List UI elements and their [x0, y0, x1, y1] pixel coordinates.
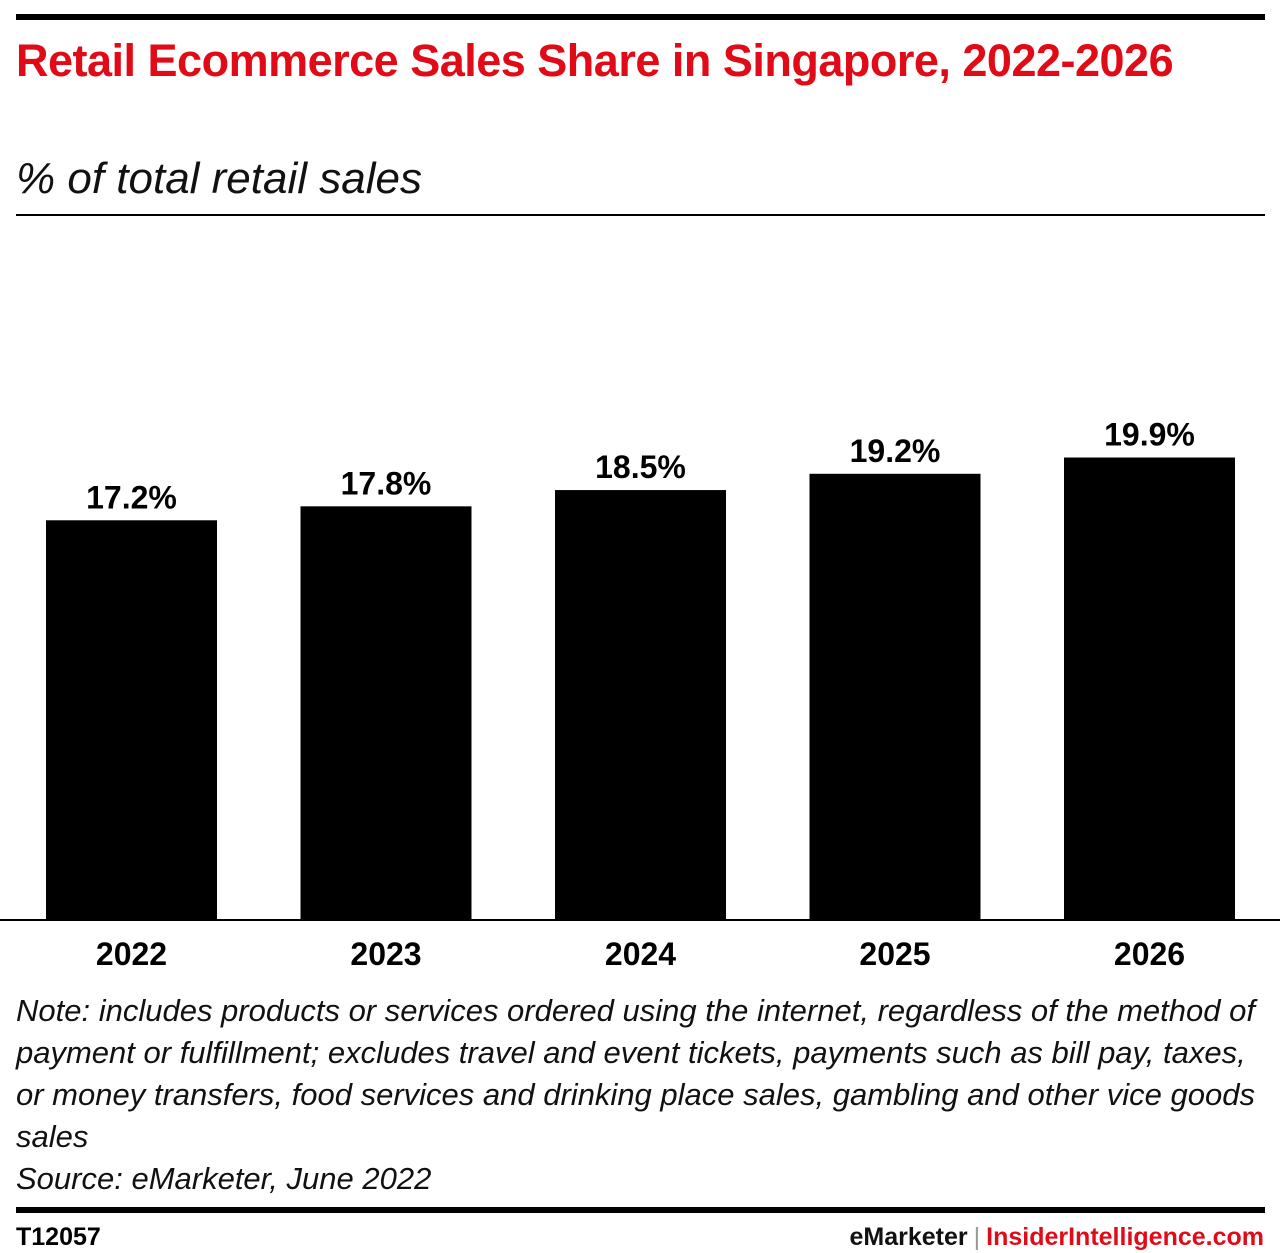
x-tick-label-2022: 2022 [96, 936, 167, 972]
bars-layer [46, 457, 1235, 920]
x-tick-label-2023: 2023 [350, 936, 421, 972]
chart-id: T12057 [16, 1223, 101, 1251]
value-label-2025: 19.2% [850, 433, 941, 469]
value-labels-layer: 17.2% 17.8% 18.5% 19.2% 19.9% [86, 417, 1195, 516]
bar-2023 [300, 506, 472, 920]
chart-subtitle: % of total retail sales [16, 154, 422, 203]
x-tick-labels-layer: 2022 2023 2024 2025 2026 [96, 936, 1185, 972]
footnote: Note: includes products or services orde… [16, 993, 1255, 1154]
footer-rule [16, 1207, 1265, 1213]
bar-2026 [1064, 457, 1235, 920]
chart-title: Retail Ecommerce Sales Share in Singapor… [16, 35, 1174, 86]
value-label-2024: 18.5% [595, 449, 686, 485]
bar-2022 [46, 520, 217, 920]
x-tick-label-2024: 2024 [605, 936, 676, 972]
brand-emarketer: eMarketer [849, 1223, 968, 1251]
value-label-2023: 17.8% [341, 465, 432, 501]
source-note: Source: eMarketer, June 2022 [16, 1161, 432, 1196]
bar-chart: 17.2% 17.8% 18.5% 19.2% 19.9% 2022 2023 2024 20… [0, 417, 1280, 972]
brand-credit: eMarketer | InsiderIntelligence.com [850, 1222, 1265, 1252]
brand-insider-intelligence-link[interactable]: InsiderIntelligence.com [986, 1223, 1264, 1251]
bar-2024 [555, 490, 726, 920]
value-label-2026: 19.9% [1104, 417, 1195, 453]
value-label-2022: 17.2% [86, 479, 177, 515]
brand-separator: | [973, 1223, 981, 1251]
header-rule [16, 214, 1265, 216]
x-tick-label-2026: 2026 [1114, 936, 1185, 972]
bar-2025 [809, 473, 981, 920]
top-rule [16, 14, 1265, 20]
x-tick-label-2025: 2025 [859, 936, 930, 972]
